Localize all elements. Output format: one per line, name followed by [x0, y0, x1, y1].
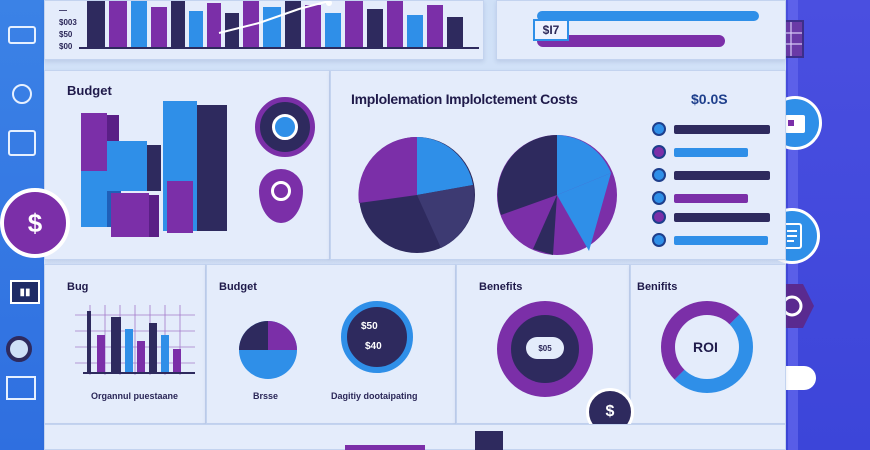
budget-left-caption: Brsse — [253, 391, 279, 401]
legend-item — [652, 210, 770, 224]
document-icon[interactable] — [8, 130, 36, 156]
legend-item — [652, 145, 752, 159]
benefits2-title: Benifits — [637, 281, 678, 293]
benefits-panel: Benefits $05 — [456, 264, 630, 424]
frame-icon[interactable] — [6, 376, 36, 400]
budget-bottom-panel: Budget Brsse $50 $40 Dagitiy dootaipatin… — [206, 264, 456, 424]
budget-right-caption: Dagitiy dootaipating — [331, 391, 418, 401]
benefits-roi-panel: Benifits ROI — [630, 264, 786, 424]
costs-pie-chart — [358, 136, 475, 253]
bug-title: Bug — [67, 281, 89, 293]
top-bar-chart-panel: — $003 $50 $00 — [44, 0, 484, 60]
progress-bar-primary — [537, 11, 759, 21]
top-tick-label: — — [59, 6, 67, 15]
top-progress-panel: $I7 — [496, 0, 786, 60]
progress-bar-secondary — [537, 35, 725, 47]
budget-bottom-title: Budget — [219, 281, 257, 293]
audio-icon[interactable]: ▮▮ — [10, 280, 40, 304]
legend-item — [652, 122, 770, 136]
top-tick-label: $00 — [59, 42, 73, 51]
clock-icon[interactable] — [12, 84, 32, 104]
dollar-icon[interactable]: $ — [0, 188, 70, 258]
costs-donut-chart — [497, 135, 617, 255]
budget-donut: $50 $40 — [341, 301, 413, 373]
roi-label: ROI — [693, 339, 718, 355]
roi-ring: ROI — [661, 301, 753, 393]
right-sidebar — [756, 0, 870, 450]
bug-panel: Bug Organnul puestaane — [44, 264, 206, 424]
budget-panel: Budget — [44, 70, 330, 260]
costs-amount: $0.0S — [691, 91, 728, 107]
top-tick-label: $50 — [59, 30, 73, 39]
top-axis-labels: — $003 $50 $00 — [59, 5, 77, 53]
budget-mini-pie — [239, 321, 297, 379]
dollar-symbol: $ — [27, 207, 43, 238]
coin-symbol: $ — [605, 403, 615, 420]
costs-title: Implolemation Implolctement Costs — [351, 91, 578, 107]
donut-label-bottom: $40 — [365, 341, 382, 352]
benefits-title: Benefits — [479, 281, 523, 293]
benefits-center-label: $05 — [526, 337, 564, 359]
target-badge — [255, 97, 315, 157]
bottom-strip-bar — [345, 445, 425, 450]
implementation-costs-panel: Implolemation Implolctement Costs $0.0S — [330, 70, 786, 260]
top-bars — [79, 1, 479, 49]
bug-bar-chart — [75, 305, 195, 375]
donut-label-top: $50 — [361, 321, 378, 332]
bug-caption: Organnul puestaane — [91, 391, 179, 401]
legend-item — [652, 168, 770, 182]
legend-item — [652, 233, 768, 247]
bottom-strip-block — [475, 431, 503, 450]
legend-item — [652, 191, 752, 205]
window-icon[interactable] — [8, 26, 36, 44]
top-tick-label: $003 — [59, 18, 77, 27]
budget-3d-bars — [81, 101, 227, 237]
audio-icon-glyph: ▮▮ — [19, 286, 31, 298]
location-pin-icon — [259, 169, 303, 223]
gauge-value: $I7 — [533, 19, 569, 41]
bottom-strip — [44, 424, 786, 450]
budget-title: Budget — [67, 83, 112, 98]
ring-icon[interactable] — [6, 336, 32, 362]
benefits-donut: $05 — [497, 301, 593, 397]
